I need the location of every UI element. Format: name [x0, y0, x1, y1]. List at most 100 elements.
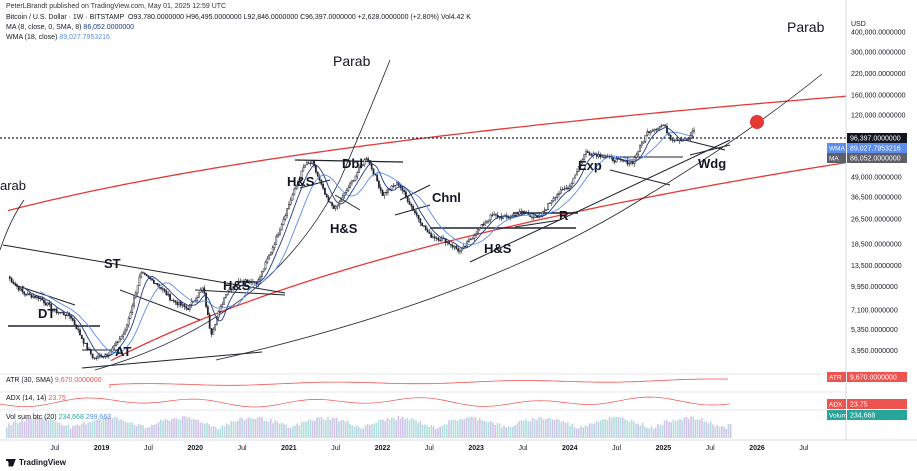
candle-body [113, 345, 116, 349]
pattern-label: Parab [333, 53, 371, 69]
candle-body [77, 328, 80, 331]
candle-body [179, 301, 182, 306]
candle-body [354, 175, 357, 181]
legend-ma[interactable]: MA (8, close, 0, SMA, 8) 86,052.0000000 [6, 23, 134, 33]
volume-bar [166, 419, 169, 438]
candle-body [59, 312, 62, 314]
volume-bar [109, 418, 111, 438]
volume-bar [619, 417, 622, 438]
legend-wma-label: WMA (18, close) [6, 34, 58, 41]
volume-bar [56, 422, 59, 438]
candle-body [262, 268, 265, 272]
candle-body [471, 238, 474, 240]
candle-body [415, 212, 418, 216]
candle-body [199, 289, 202, 293]
candle-body [333, 205, 335, 209]
volume-pane [6, 416, 732, 438]
volume-bar [366, 423, 369, 438]
candle-body [662, 124, 665, 126]
volume-bar [531, 417, 534, 438]
adx-badge-bg [847, 399, 907, 409]
volume-bar [721, 425, 723, 438]
candle-body [655, 128, 658, 131]
volume-bar [443, 424, 446, 438]
volume-bar [120, 419, 122, 438]
legend-title[interactable]: Bitcoin / U.S. Dollar · 1W · BITSTAMP O9… [6, 13, 471, 23]
candle-body [572, 177, 575, 184]
candle-body [223, 297, 225, 305]
candle-body [289, 199, 292, 205]
volume-bar [525, 418, 527, 438]
volume-bar [364, 425, 367, 438]
candle-body [367, 158, 370, 161]
candle-body [70, 315, 72, 319]
candle-body [170, 299, 173, 301]
volume-bar [177, 419, 180, 438]
candle-body [520, 211, 523, 213]
legend-wma[interactable]: WMA (18, close) 89,027.7953216 [6, 33, 110, 43]
candle-body [214, 324, 216, 330]
price-tick-label: 400,000.0000000 [851, 30, 906, 37]
candle-body [574, 174, 577, 179]
candle-body [235, 284, 238, 287]
r-bottom-line [514, 219, 561, 228]
candle-body [628, 162, 631, 165]
volume-value-2: 299,663 [85, 414, 112, 421]
volume-bar [457, 420, 459, 438]
volume-bar [714, 426, 716, 438]
volume-bar [19, 421, 21, 438]
volume-bar [360, 428, 362, 438]
time-tick-label: 2025 [656, 445, 672, 452]
volume-bar [701, 418, 703, 438]
candle-body [577, 166, 580, 172]
volume-bar [149, 426, 151, 438]
candle-body [478, 227, 481, 230]
candle-body [212, 328, 215, 335]
time-tick-label: Jul [425, 445, 434, 452]
adx-line [0, 396, 731, 408]
wma-badge: 89,027.7953216 [850, 146, 901, 153]
atr-name: ATR (30, SMA) [6, 377, 53, 384]
volume-bar [283, 424, 285, 438]
volume-bar [190, 419, 193, 438]
candle-body [408, 201, 411, 205]
candle-body [50, 304, 53, 310]
candle-body [270, 252, 272, 256]
candle-body [306, 162, 308, 166]
volume-bar [270, 418, 272, 438]
indicator-panes [0, 373, 846, 411]
candle-body [585, 151, 587, 155]
candle-body [334, 206, 337, 209]
candle-body [691, 131, 694, 136]
candle-body [552, 197, 555, 201]
candle-body [25, 293, 27, 296]
volume-bar [303, 422, 305, 438]
adx-label[interactable]: ADX (14, 14) 23.75 [6, 395, 66, 402]
candle-body [482, 224, 485, 226]
volume-bar [41, 418, 43, 438]
volume-bar [710, 421, 712, 438]
atr-label[interactable]: ATR (30, SMA) 9,670.0000000 [6, 377, 102, 384]
volume-bar [399, 418, 402, 438]
tradingview-logo[interactable]: TradingView [6, 458, 66, 467]
volume-bar [707, 423, 710, 438]
candle-body [23, 291, 26, 295]
volume-bar [637, 423, 639, 438]
volume-bar [272, 423, 274, 438]
candle-body [469, 238, 472, 241]
volume-bar [67, 424, 70, 438]
time-axis[interactable]: Jul 2019 Jul 2020 Jul 2021 Jul 2022 Jul 2023 Jul 20… [0, 439, 917, 452]
volume-bar [536, 419, 538, 438]
candle-body [95, 357, 98, 359]
volume-label[interactable]: Vol sum btc (20) 234,668 299,663 [6, 414, 111, 421]
candle-body [522, 211, 524, 213]
volume-bar [234, 421, 237, 438]
legend-wma-value: 89,027.7953216 [59, 34, 110, 41]
volume-bar [503, 425, 505, 438]
volume-bar [520, 420, 523, 438]
volume-bar [551, 419, 554, 438]
candle-body [394, 185, 397, 187]
volume-bar [248, 417, 250, 438]
